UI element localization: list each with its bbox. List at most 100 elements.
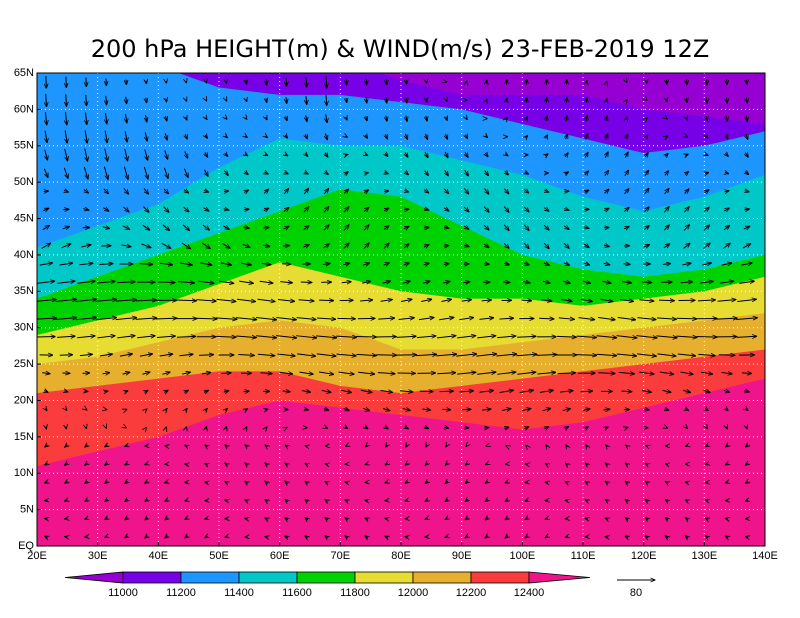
wind-arrow [343, 207, 349, 213]
wind-arrow [45, 408, 47, 410]
wind-arrow [124, 391, 127, 392]
wind-arrow [358, 372, 374, 374]
wind-arrow [286, 116, 287, 120]
wind-arrow [45, 130, 47, 143]
wind-arrow [141, 243, 151, 248]
wind-arrow [242, 244, 250, 247]
wind-arrow [700, 281, 713, 283]
wind-arrow [586, 98, 587, 103]
wind-arrow [483, 244, 489, 247]
wind-arrow [115, 300, 137, 302]
wind-arrow [345, 536, 348, 538]
wind-arrow [65, 445, 68, 447]
wind-arrow [366, 116, 367, 121]
wind-arrow [725, 173, 729, 174]
wind-arrow [703, 390, 710, 392]
wind-arrow [184, 390, 188, 392]
wind-arrow [345, 518, 348, 520]
wind-arrow [345, 500, 348, 501]
wind-arrow [665, 464, 668, 465]
wind-arrow [166, 99, 167, 102]
wind-arrow [585, 481, 588, 483]
wind-arrow [59, 355, 73, 356]
wind-arrow [245, 481, 248, 483]
wind-arrow [283, 189, 288, 195]
wind-arrow [457, 336, 476, 338]
wind-arrow [739, 281, 754, 283]
colorbar-label: 12200 [456, 587, 487, 599]
wind-arrow [245, 154, 248, 156]
wind-arrow [465, 499, 468, 501]
wind-arrow [437, 373, 455, 374]
wind-arrow [706, 97, 707, 103]
wind-arrow [605, 537, 608, 538]
wind-arrow [344, 189, 348, 193]
wind-arrow [65, 463, 68, 465]
wind-arrow [680, 372, 693, 374]
wind-arrow [605, 500, 608, 502]
wind-arrow [479, 390, 493, 392]
colorbar-segment [296, 571, 356, 584]
wind-arrow [576, 336, 597, 337]
wind-arrow [286, 427, 287, 428]
wind-arrow [406, 445, 407, 447]
wind-arrow [45, 445, 48, 447]
wind-arrow [545, 518, 548, 519]
wind-arrow [426, 98, 427, 102]
wind-arrow [363, 243, 369, 250]
wind-arrow [705, 464, 708, 465]
wind-arrow [325, 153, 328, 157]
wind-arrow [200, 263, 212, 265]
wind-arrow [685, 536, 688, 538]
wind-arrow [745, 463, 748, 465]
wind-arrow [546, 135, 548, 139]
wind-arrow [400, 299, 412, 301]
wind-arrow [705, 518, 708, 519]
wind-arrow [285, 154, 288, 156]
wind-arrow [325, 536, 328, 538]
wind-arrow [425, 133, 427, 140]
wind-arrow [580, 391, 593, 392]
wind-arrow [102, 227, 110, 229]
wind-arrow [117, 282, 135, 283]
wind-arrow [245, 518, 248, 519]
wind-arrow [283, 226, 289, 229]
wind-arrow [64, 391, 68, 392]
wind-arrow [586, 116, 587, 122]
colorbar-label: 11400 [224, 587, 254, 599]
wind-arrow [43, 208, 48, 210]
wind-arrow [557, 373, 576, 374]
wind-arrow [723, 225, 730, 231]
wind-arrow [585, 518, 588, 519]
wind-arrow [319, 300, 333, 301]
wind-arrow [741, 373, 752, 374]
wind-arrow [503, 282, 510, 283]
wind-arrow [686, 117, 687, 120]
wind-arrow [260, 373, 273, 374]
wind-arrow [483, 206, 489, 213]
wind-arrow [639, 372, 654, 374]
wind-arrow [418, 318, 434, 320]
wind-arrow [683, 225, 689, 231]
wind-arrow [65, 112, 66, 125]
wind-arrow [742, 244, 751, 249]
wind-arrow [563, 226, 569, 230]
wind-arrow [45, 112, 46, 125]
wind-arrow [305, 481, 308, 483]
wind-arrow [65, 130, 67, 143]
wind-arrow [578, 318, 595, 320]
wind-arrow [745, 153, 748, 157]
wind-arrow [264, 189, 268, 193]
wind-arrow [657, 318, 676, 319]
wind-arrow [603, 263, 610, 264]
wind-arrow [317, 318, 336, 319]
wind-arrow [702, 263, 711, 265]
wind-arrow [105, 445, 108, 447]
reference-vector: 80 [617, 580, 655, 599]
wind-arrow [685, 482, 688, 483]
wind-arrow [365, 518, 368, 519]
wind-arrow [265, 409, 268, 410]
wind-arrow [685, 518, 688, 520]
wind-arrow [525, 172, 529, 174]
colorbar-segment [354, 571, 414, 584]
